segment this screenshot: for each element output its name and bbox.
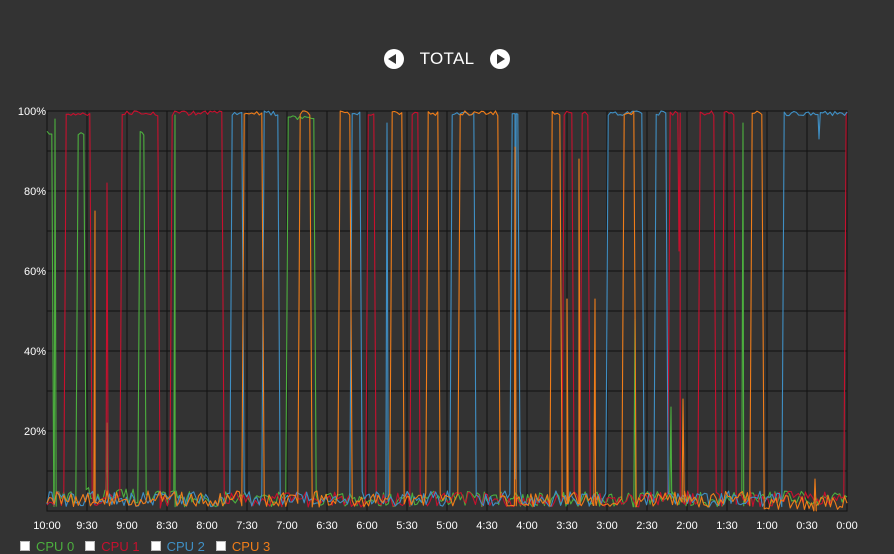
legend-item-cpu2[interactable]: CPU 2 — [150, 538, 205, 554]
legend-item-cpu1[interactable]: CPU 1 — [85, 538, 140, 554]
x-tick-label: 8:30 — [156, 520, 177, 532]
y-tick-label: 40% — [24, 346, 46, 358]
legend-checkbox-cpu1[interactable] — [85, 541, 96, 551]
x-tick-label: 2:30 — [636, 520, 657, 532]
x-tick-label: 8:00 — [196, 520, 217, 532]
chart-header: TOTAL — [0, 44, 894, 74]
legend-item-cpu3[interactable]: CPU 3 — [215, 538, 271, 554]
x-tick-label: 6:00 — [356, 520, 377, 532]
x-tick-label: 5:00 — [436, 520, 457, 532]
x-tick-label: 4:00 — [516, 520, 537, 532]
chart-series — [46, 110, 848, 512]
legend-checkbox-cpu3[interactable] — [215, 541, 226, 551]
y-axis-ticks: 20% 40% 60% 80% 100% — [18, 106, 46, 438]
x-axis-ticks: 10:00 9:30 9:00 8:30 8:00 7:30 7:00 6:30 6:00 5:3… — [33, 520, 857, 532]
x-tick-label: 7:00 — [276, 520, 297, 532]
y-tick-label: 100% — [18, 106, 46, 118]
legend-label-cpu1: CPU 1 — [101, 538, 140, 554]
prev-chevron-icon[interactable] — [383, 49, 404, 69]
x-tick-label: 2:00 — [676, 520, 697, 532]
legend-item-cpu0[interactable]: CPU 0 — [20, 539, 74, 554]
series-line-cpu3 — [46, 110, 848, 512]
x-tick-label: 7:30 — [236, 520, 257, 532]
series-line-cpu2 — [46, 110, 848, 508]
chart-legend: CPU 0 CPU 1 CPU 2 CPU 3 — [20, 538, 281, 554]
x-tick-label: 3:30 — [556, 520, 577, 532]
x-tick-label: 1:30 — [716, 520, 737, 532]
series-line-cpu1 — [46, 110, 848, 509]
x-tick-label: 3:00 — [596, 520, 617, 532]
x-tick-label: 5:30 — [396, 520, 417, 532]
chart-title: TOTAL — [419, 49, 475, 68]
legend-label-cpu0: CPU 0 — [36, 538, 75, 554]
y-tick-label: 20% — [24, 426, 46, 438]
legend-checkbox-cpu0[interactable] — [20, 541, 30, 551]
chart-grid — [46, 110, 848, 512]
x-tick-label: 0:00 — [836, 520, 857, 532]
x-tick-label: 1:00 — [756, 520, 777, 532]
x-tick-label: 4:30 — [476, 520, 497, 532]
next-chevron-icon[interactable] — [490, 49, 511, 69]
x-tick-label: 0:30 — [796, 520, 817, 532]
x-tick-label: 9:00 — [116, 520, 137, 532]
x-tick-label: 10:00 — [33, 520, 61, 532]
y-tick-label: 80% — [24, 186, 46, 198]
y-tick-label: 60% — [24, 266, 46, 278]
legend-checkbox-cpu2[interactable] — [150, 541, 161, 551]
x-tick-label: 9:30 — [76, 520, 97, 532]
x-tick-label: 6:30 — [316, 520, 337, 532]
legend-label-cpu2: CPU 2 — [166, 538, 205, 554]
legend-label-cpu3: CPU 3 — [231, 538, 271, 554]
